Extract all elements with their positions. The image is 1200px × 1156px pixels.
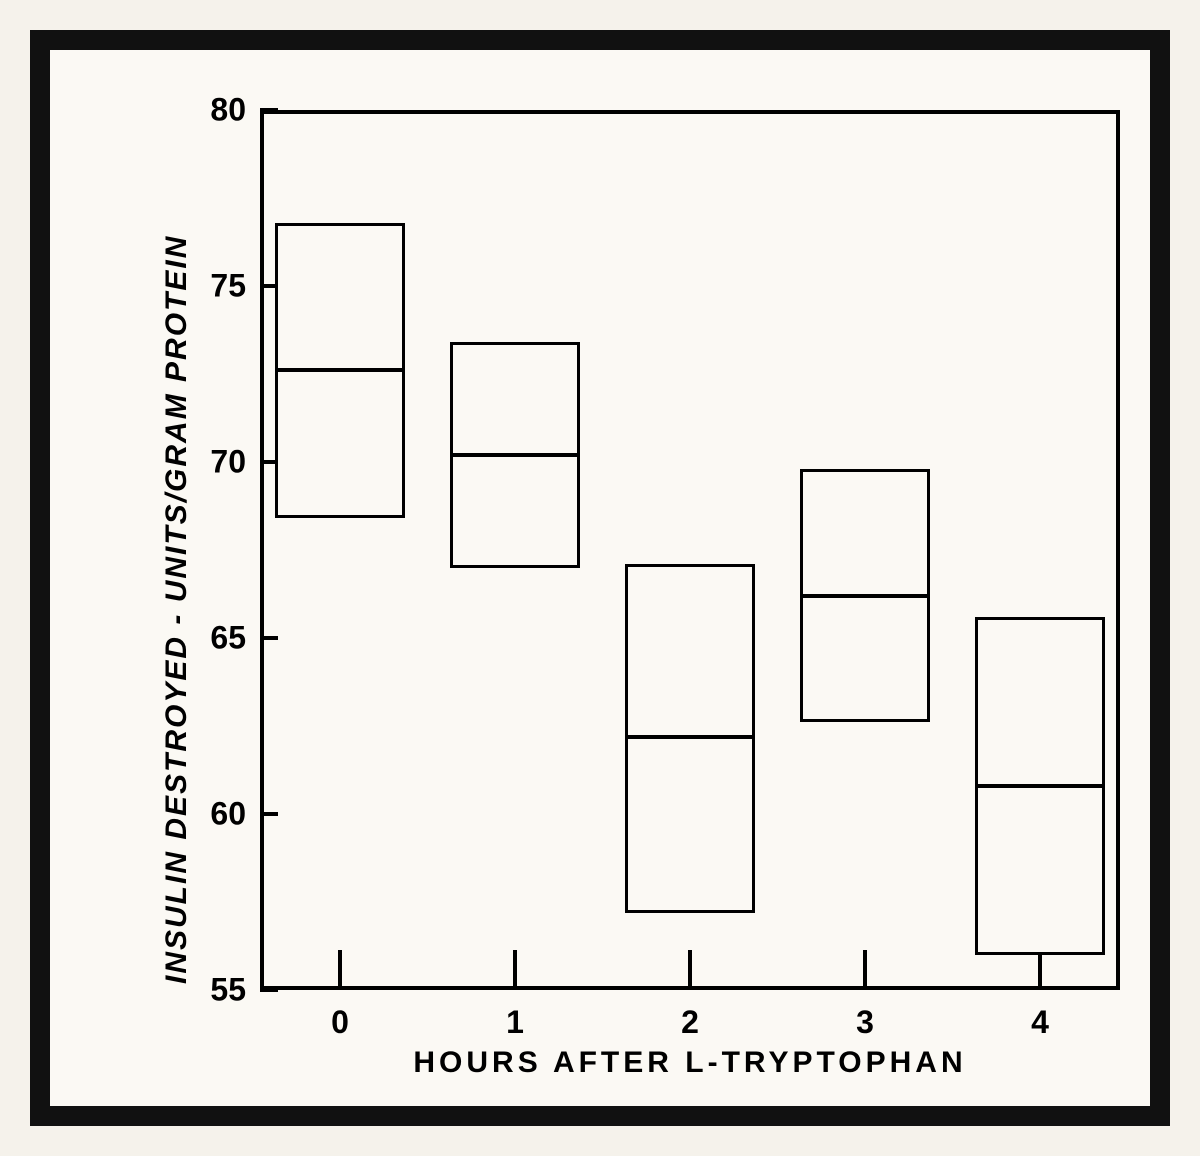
box-median [625, 735, 755, 739]
box-median [450, 453, 580, 457]
y-tick-label: 65 [186, 620, 246, 657]
y-tick [260, 108, 278, 112]
y-axis-label: INSULIN DESTROYED - UNITS/GRAM PROTEIN [160, 235, 194, 984]
axis-left [260, 110, 264, 990]
x-tick-label: 2 [660, 1004, 720, 1041]
paper-surface: 55606570758001234 INSULIN DESTROYED - UN… [50, 50, 1150, 1106]
y-tick-label: 55 [186, 972, 246, 1009]
y-tick-label: 70 [186, 444, 246, 481]
y-tick-label: 80 [186, 92, 246, 129]
box-median [800, 594, 930, 598]
x-tick [863, 950, 867, 990]
x-tick [1038, 950, 1042, 990]
axis-right [1116, 110, 1120, 990]
box-median [275, 368, 405, 372]
y-tick-label: 60 [186, 796, 246, 833]
x-axis-label: HOURS AFTER L-TRYPTOPHAN [413, 1046, 966, 1080]
y-tick [260, 812, 278, 816]
x-tick [338, 950, 342, 990]
x-tick-label: 1 [485, 1004, 545, 1041]
x-tick [688, 950, 692, 990]
x-tick-label: 3 [835, 1004, 895, 1041]
y-tick [260, 988, 278, 992]
y-tick [260, 636, 278, 640]
x-tick [513, 950, 517, 990]
axis-top [260, 110, 1120, 114]
plot-area: 55606570758001234 [260, 110, 1120, 990]
y-tick-label: 75 [186, 268, 246, 305]
x-tick-label: 0 [310, 1004, 370, 1041]
x-tick-label: 4 [1010, 1004, 1070, 1041]
outer-black-frame: 55606570758001234 INSULIN DESTROYED - UN… [30, 30, 1170, 1126]
box-median [975, 784, 1105, 788]
